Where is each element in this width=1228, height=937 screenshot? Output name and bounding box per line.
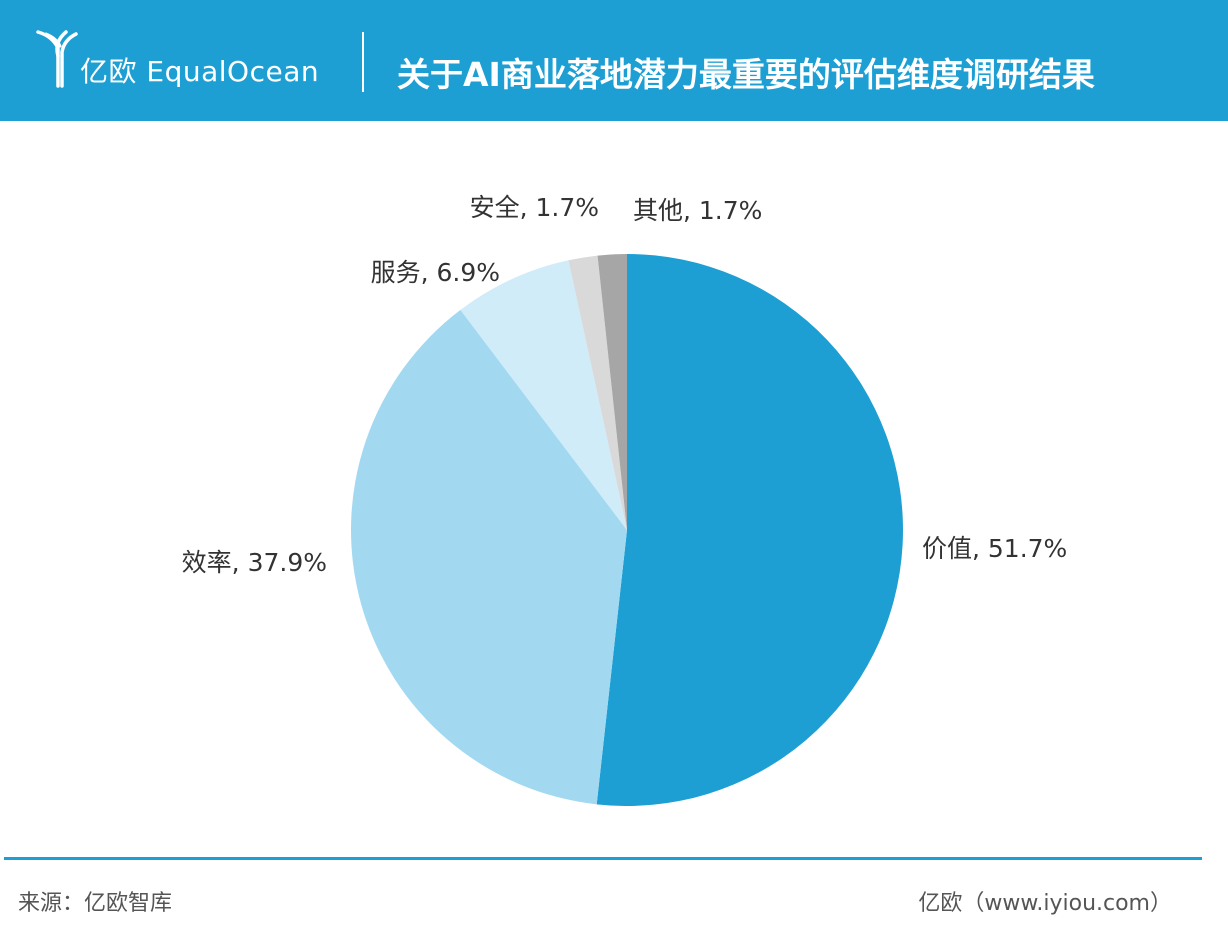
- pie-slices: [351, 254, 904, 806]
- data-label-value: 价值, 51.7%: [922, 534, 1067, 563]
- header-divider: [362, 32, 364, 92]
- data-label-service: 服务, 6.9%: [371, 258, 500, 287]
- equalocean-logo-icon: [36, 30, 78, 88]
- brand-name: 亿欧 EqualOcean: [80, 55, 320, 88]
- data-label-efficiency: 效率, 37.9%: [182, 548, 327, 577]
- pie-slice-efficiency: [351, 309, 627, 805]
- footer-divider: [4, 857, 1202, 860]
- pie-labels: 价值, 51.7% 效率, 37.9% 服务, 6.9% 安全, 1.7% 其他, 1.…: [182, 193, 1068, 577]
- data-label-other: 其他, 1.7%: [633, 196, 762, 225]
- site-credit: 亿欧（www.iyiou.com）: [918, 891, 1172, 916]
- data-label-security: 安全, 1.7%: [470, 193, 599, 222]
- pie-slice-security: [568, 255, 627, 531]
- source-note: 来源：亿欧智库: [18, 891, 173, 916]
- chart-title: 关于AI商业落地潜力最重要的评估维度调研结果: [397, 55, 1095, 94]
- header-bar: 亿欧 EqualOcean 关于AI商业落地潜力最重要的评估维度调研结果: [0, 0, 1228, 121]
- pie-slice-other: [597, 254, 627, 530]
- pie-slice-value: [596, 254, 904, 806]
- pie-slice-service: [460, 260, 627, 530]
- pie-chart: 价值, 51.7% 效率, 37.9% 服务, 6.9% 安全, 1.7% 其他, 1.…: [182, 193, 1068, 806]
